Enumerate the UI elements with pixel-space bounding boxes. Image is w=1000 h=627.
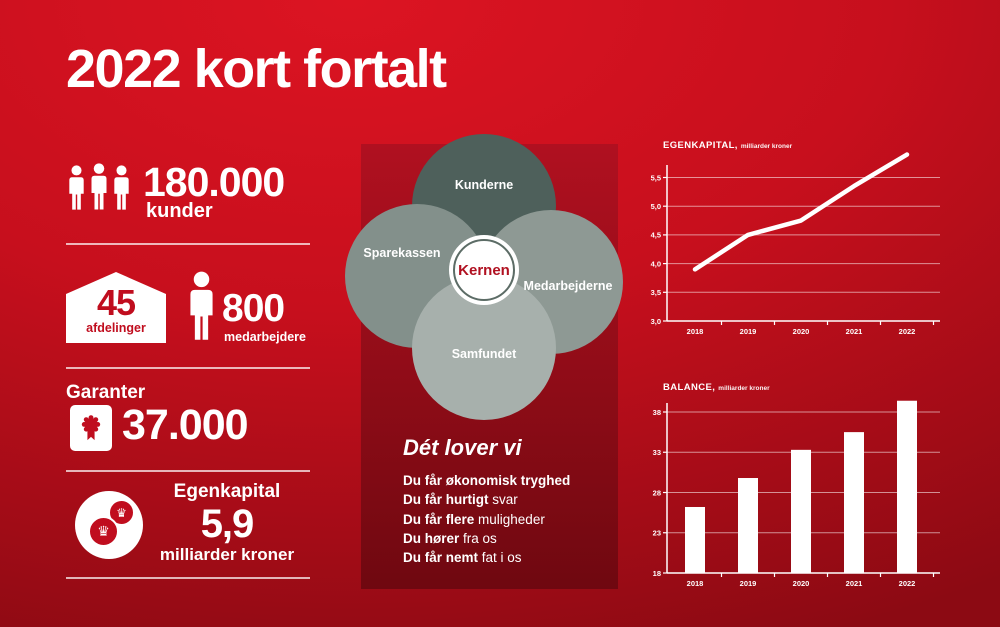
guarantors-heading: Garanter [66,382,146,403]
promise-item: Du får nemt fat i os [403,550,522,566]
promise-item: Du får hurtigt svar [403,492,518,508]
equity-stat: Egenkapital 5,9 milliarder kroner [152,481,302,565]
people-icon [66,163,132,211]
person-icon [186,270,217,343]
egenkapital-line-plot: 3,0 3,5 4,0 4,5 5,0 5,5 2018 2019 2020 2021 2022 [651,152,940,336]
crown-coins-icon: ♛ ♛ [75,491,143,559]
balance-chart-title: BALANCE, milliarder kroner [663,382,770,393]
svg-text:3,5: 3,5 [651,288,661,297]
divider [66,367,310,369]
house-icon: 45 afdelinger [66,272,166,343]
svg-text:2018: 2018 [687,579,704,588]
svg-text:2020: 2020 [793,579,810,588]
svg-text:2019: 2019 [740,579,757,588]
svg-text:2018: 2018 [687,327,704,336]
svg-text:3,0: 3,0 [651,317,661,326]
employees-value: 800 [222,287,285,330]
employees-label: medarbejdere [224,330,306,344]
equity-label: milliarder kroner [159,545,295,564]
balance-bar-plot: 18 23 28 33 38 2018 2019 2020 2021 2022 [653,400,940,588]
svg-text:5,5: 5,5 [651,173,661,182]
svg-text:2020: 2020 [793,327,810,336]
egenkapital-chart: EGENKAPITAL, milliarder kroner 3,0 3,5 4,0 4… [651,130,947,345]
venn-center-label: Kernen [458,261,510,279]
divider [66,577,310,579]
svg-text:2021: 2021 [846,579,863,588]
svg-text:33: 33 [653,448,661,457]
svg-text:23: 23 [653,529,661,538]
rosette-icon [70,405,112,451]
customers-label: kunder [146,200,213,222]
venn-label-sparekassen: Sparekassen [363,246,441,260]
svg-text:2022: 2022 [899,579,916,588]
svg-text:4,5: 4,5 [651,231,661,240]
svg-text:5,0: 5,0 [651,202,661,211]
svg-text:2021: 2021 [846,327,863,336]
svg-text:38: 38 [653,408,661,417]
promises-heading: Dét lover vi [403,435,522,460]
coin-crown-icon: ♛ [88,516,119,547]
branches-value: 45 [96,282,136,323]
egenkapital-chart-title: EGENKAPITAL, milliarder kroner [663,140,793,151]
page-title: 2022 kort fortalt [66,39,447,99]
promise-item: Du får flere muligheder [403,511,545,527]
promise-item: Du hører fra os [403,530,497,546]
balance-chart: BALANCE, milliarder kroner 18 23 28 33 38 2018… [653,372,947,607]
svg-text:28: 28 [653,488,661,497]
guarantors-value: 37.000 [122,401,249,449]
svg-text:2019: 2019 [740,327,757,336]
divider [66,243,310,245]
svg-text:18: 18 [653,569,661,578]
promise-panel: Kunderne Sparekassen Medarbejderne Samfu… [345,134,623,589]
promise-item: Du får økonomisk tryghed [403,473,571,488]
venn-center-kernen: Kernen [449,235,519,305]
customers-value: 180.000 [143,159,285,205]
svg-text:2022: 2022 [899,327,916,336]
promises-list: Du får økonomisk tryghed Du får hurtigt … [403,471,570,567]
equity-heading: Egenkapital [173,481,281,502]
equity-value: 5,9 [200,502,255,546]
venn-label-samfundet: Samfundet [451,347,517,361]
branches-label: afdelinger [86,321,146,335]
svg-text:4,0: 4,0 [651,259,661,268]
venn-label-kunderne: Kunderne [454,178,514,192]
venn-label-medarbejderne: Medarbejderne [523,279,613,293]
divider [66,470,310,472]
